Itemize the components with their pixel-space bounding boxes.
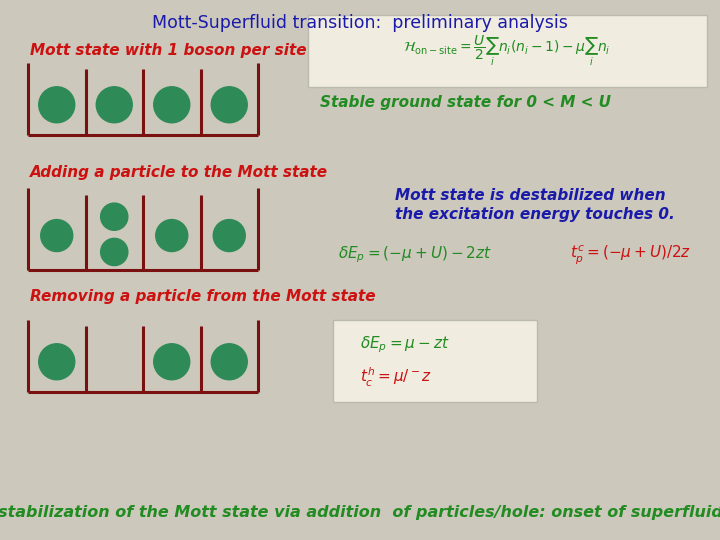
Circle shape bbox=[39, 87, 75, 123]
Circle shape bbox=[41, 220, 73, 252]
FancyBboxPatch shape bbox=[308, 15, 707, 87]
Circle shape bbox=[101, 203, 128, 230]
Circle shape bbox=[211, 344, 247, 380]
Text: Mott state with 1 boson per site: Mott state with 1 boson per site bbox=[30, 43, 307, 57]
Text: Stable ground state for 0 < Μ < U: Stable ground state for 0 < Μ < U bbox=[320, 94, 611, 110]
Text: Removing a particle from the Mott state: Removing a particle from the Mott state bbox=[30, 289, 376, 305]
Circle shape bbox=[39, 344, 75, 380]
Text: Adding a particle to the Mott state: Adding a particle to the Mott state bbox=[30, 165, 328, 179]
Text: Destabilization of the Mott state via addition  of particles/hole: onset of supe: Destabilization of the Mott state via ad… bbox=[0, 504, 720, 519]
Circle shape bbox=[154, 87, 190, 123]
Text: $t_p^c = (-\mu + U)/2z$: $t_p^c = (-\mu + U)/2z$ bbox=[570, 244, 691, 267]
Text: the excitation energy touches 0.: the excitation energy touches 0. bbox=[395, 207, 675, 222]
Text: Mott state is destabilized when: Mott state is destabilized when bbox=[395, 187, 665, 202]
Circle shape bbox=[154, 344, 190, 380]
FancyBboxPatch shape bbox=[333, 320, 537, 402]
Circle shape bbox=[213, 220, 246, 252]
Circle shape bbox=[156, 220, 188, 252]
Circle shape bbox=[211, 87, 247, 123]
Circle shape bbox=[96, 87, 132, 123]
Text: $\mathcal{H}_{\mathrm{on-site}} = \dfrac{U}{2}\sum_i n_i(n_i-1)-\mu\sum_i n_i$: $\mathcal{H}_{\mathrm{on-site}} = \dfrac… bbox=[403, 33, 611, 69]
Text: Mott-Superfluid transition:  preliminary analysis: Mott-Superfluid transition: preliminary … bbox=[152, 14, 568, 32]
Circle shape bbox=[101, 238, 128, 266]
Text: $\delta E_p = (-\mu + U) - 2zt$: $\delta E_p = (-\mu + U) - 2zt$ bbox=[338, 245, 492, 265]
Text: $\delta E_p = \mu -   zt$: $\delta E_p = \mu - zt$ bbox=[360, 335, 450, 355]
Text: $t_c^h = \mu/^-z$: $t_c^h = \mu/^-z$ bbox=[360, 366, 432, 389]
